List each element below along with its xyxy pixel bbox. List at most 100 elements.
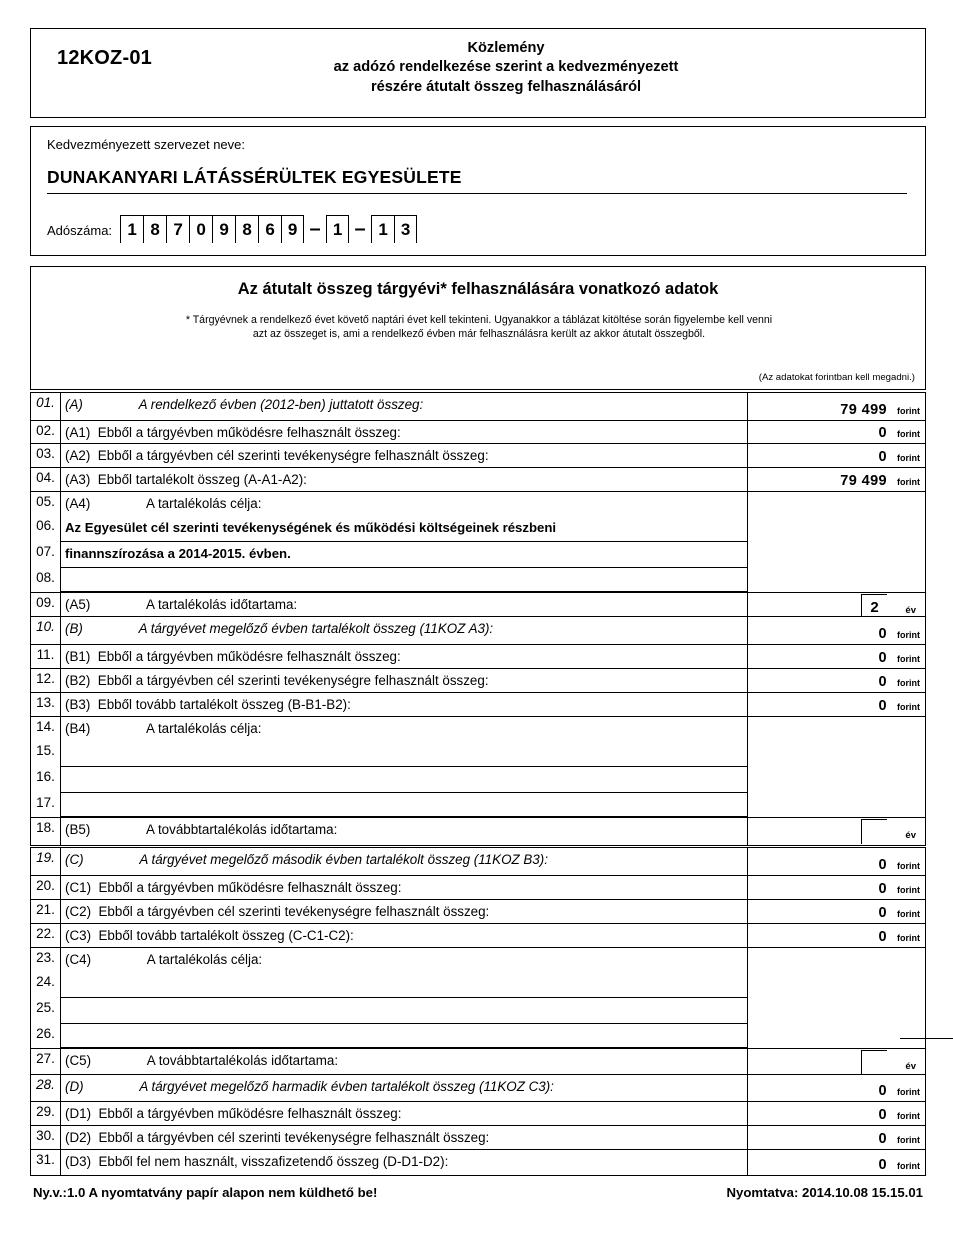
row-text: Ebből a tárgyévben működésre felhasznált…: [97, 425, 401, 440]
row-text: A tárgyévet megelőző évben tartalékolt ö…: [138, 621, 494, 636]
row-amount: 0: [878, 1083, 887, 1099]
tax-digit[interactable]: 9: [281, 215, 305, 243]
organization-name-label: Kedvezményezett szervezet neve:: [47, 137, 245, 152]
row-code: (D1): [65, 1106, 92, 1121]
row-value-cell[interactable]: 0 forint: [747, 1102, 925, 1125]
years-input[interactable]: [861, 819, 887, 844]
row-unit: forint: [897, 1111, 920, 1121]
table-row: 19. (C) A tárgyévet megelőző második évb…: [31, 848, 925, 876]
row-value-cell: [747, 542, 925, 568]
row-value-cell[interactable]: 0 forint: [747, 617, 925, 644]
purpose-line[interactable]: [61, 767, 747, 793]
table-row: 11. (B1) Ebből a tárgyévben működésre fe…: [31, 645, 925, 669]
tax-digit[interactable]: 3: [394, 215, 418, 243]
row-amount: 0: [878, 1107, 887, 1123]
row-value-cell[interactable]: 0 forint: [747, 669, 925, 692]
row-code: (A2): [65, 448, 91, 463]
instructions-note: * Tárgyévnek a rendelkező évet követő na…: [71, 313, 887, 342]
row-label: (C) A tárgyévet megelőző második évben t…: [61, 848, 747, 875]
row-unit: forint: [897, 630, 920, 640]
row-number: 25.: [31, 998, 61, 1024]
row-number: 15.: [31, 741, 61, 767]
row-text: Ebből a tárgyévben cél szerinti tevékeny…: [97, 673, 489, 688]
table-row: 23. (C4) A tartalékolás célja:: [31, 948, 925, 972]
row-amount: 0: [878, 650, 887, 666]
row-code: (C4): [65, 952, 92, 967]
row-number: 17.: [31, 793, 61, 817]
table-row: 07. finannszírozása a 2014-2015. évben.: [31, 542, 925, 568]
row-text: A tartalékolás célja:: [146, 721, 262, 736]
row-unit: forint: [897, 1087, 920, 1097]
tax-digit[interactable]: 1: [371, 215, 395, 243]
years-input[interactable]: 2: [861, 594, 887, 619]
purpose-line[interactable]: [61, 741, 747, 767]
row-number: 29.: [31, 1102, 61, 1125]
row-value-cell[interactable]: 2 év: [747, 593, 925, 620]
purpose-line[interactable]: [61, 568, 747, 592]
row-value-cell: [747, 516, 925, 542]
row-value-cell[interactable]: 79 499 forint: [747, 468, 925, 491]
tax-digit[interactable]: 0: [189, 215, 213, 243]
table-row: 20. (C1) Ebből a tárgyévben működésre fe…: [31, 876, 925, 900]
row-unit: forint: [897, 429, 920, 439]
row-number: 18.: [31, 818, 61, 845]
row-code: (B2): [65, 673, 91, 688]
row-unit: év: [905, 605, 916, 616]
row-value-cell[interactable]: 0 forint: [747, 1075, 925, 1101]
row-value-cell[interactable]: 0 forint: [747, 693, 925, 716]
row-amount: 0: [878, 1131, 887, 1147]
row-amount: 0: [878, 929, 887, 945]
row-amount: 0: [878, 1157, 887, 1173]
purpose-line[interactable]: [61, 972, 747, 998]
currency-note: (Az adatokat forintban kell megadni.): [758, 372, 915, 383]
row-value-cell[interactable]: 0 forint: [747, 1126, 925, 1149]
tax-digit[interactable]: 8: [235, 215, 259, 243]
tax-digit[interactable]: 1: [326, 215, 350, 243]
row-value-cell[interactable]: 0 forint: [747, 1150, 925, 1175]
organization-name-value[interactable]: DUNAKANYARI LÁTÁSSÉRÜLTEK EGYESÜLETE: [47, 167, 907, 194]
row-code: (D3): [65, 1154, 92, 1169]
row-value-cell[interactable]: 0 forint: [747, 645, 925, 668]
row-text: A tárgyévet megelőző második évben tarta…: [139, 852, 548, 867]
tax-number-field[interactable]: Adószáma: 1 8 7 0 9 8 6 9 – 1 – 1 3: [47, 215, 418, 243]
row-value-cell[interactable]: 0 forint: [747, 444, 925, 467]
row-number: 03.: [31, 444, 61, 467]
row-value-cell[interactable]: 0 forint: [747, 876, 925, 899]
row-label: (B5) A továbbtartalékolás időtartama:: [61, 818, 747, 845]
row-value-cell[interactable]: 79 499 forint: [747, 393, 925, 420]
stray-rule: [900, 1038, 953, 1039]
row-value-cell[interactable]: 0 forint: [747, 848, 925, 875]
row-text: Ebből tovább tartalékolt összeg (B-B1-B2…: [97, 697, 351, 712]
table-row: 30. (D2) Ebből a tárgyévben cél szerinti…: [31, 1126, 925, 1150]
tax-digit[interactable]: 9: [212, 215, 236, 243]
row-unit: forint: [897, 477, 920, 487]
purpose-line[interactable]: [61, 1024, 747, 1048]
row-amount: 0: [878, 449, 887, 465]
purpose-line[interactable]: [61, 998, 747, 1024]
purpose-line[interactable]: Az Egyesület cél szerinti tevékenységéne…: [61, 516, 747, 542]
purpose-line[interactable]: [61, 793, 747, 817]
row-code: (D2): [65, 1130, 92, 1145]
tax-digit[interactable]: 1: [120, 215, 144, 243]
tax-digit[interactable]: 7: [166, 215, 190, 243]
row-text: Ebből a tárgyévben működésre felhasznált…: [97, 649, 401, 664]
form-code: 12KOZ-01: [57, 47, 152, 69]
table-row: 17.: [31, 793, 925, 818]
tax-digit[interactable]: 8: [143, 215, 167, 243]
table-row: 29. (D1) Ebből a tárgyévben működésre fe…: [31, 1102, 925, 1126]
row-value-cell: [747, 1024, 925, 1048]
years-input[interactable]: [861, 1050, 887, 1075]
row-label: (D1) Ebből a tárgyévben működésre felhas…: [61, 1102, 747, 1125]
row-number: 19.: [31, 848, 61, 875]
row-number: 26.: [31, 1024, 61, 1048]
row-value-cell[interactable]: 0 forint: [747, 900, 925, 923]
row-value-cell[interactable]: 0 forint: [747, 924, 925, 947]
row-value-cell[interactable]: 0 forint: [747, 421, 925, 443]
row-value-cell[interactable]: év: [747, 1049, 925, 1076]
purpose-line[interactable]: finannszírozása a 2014-2015. évben.: [61, 542, 747, 568]
row-value-cell[interactable]: év: [747, 818, 925, 845]
tax-digit[interactable]: 6: [258, 215, 282, 243]
row-amount: 79 499: [840, 402, 887, 418]
table-row: 25.: [31, 998, 925, 1024]
